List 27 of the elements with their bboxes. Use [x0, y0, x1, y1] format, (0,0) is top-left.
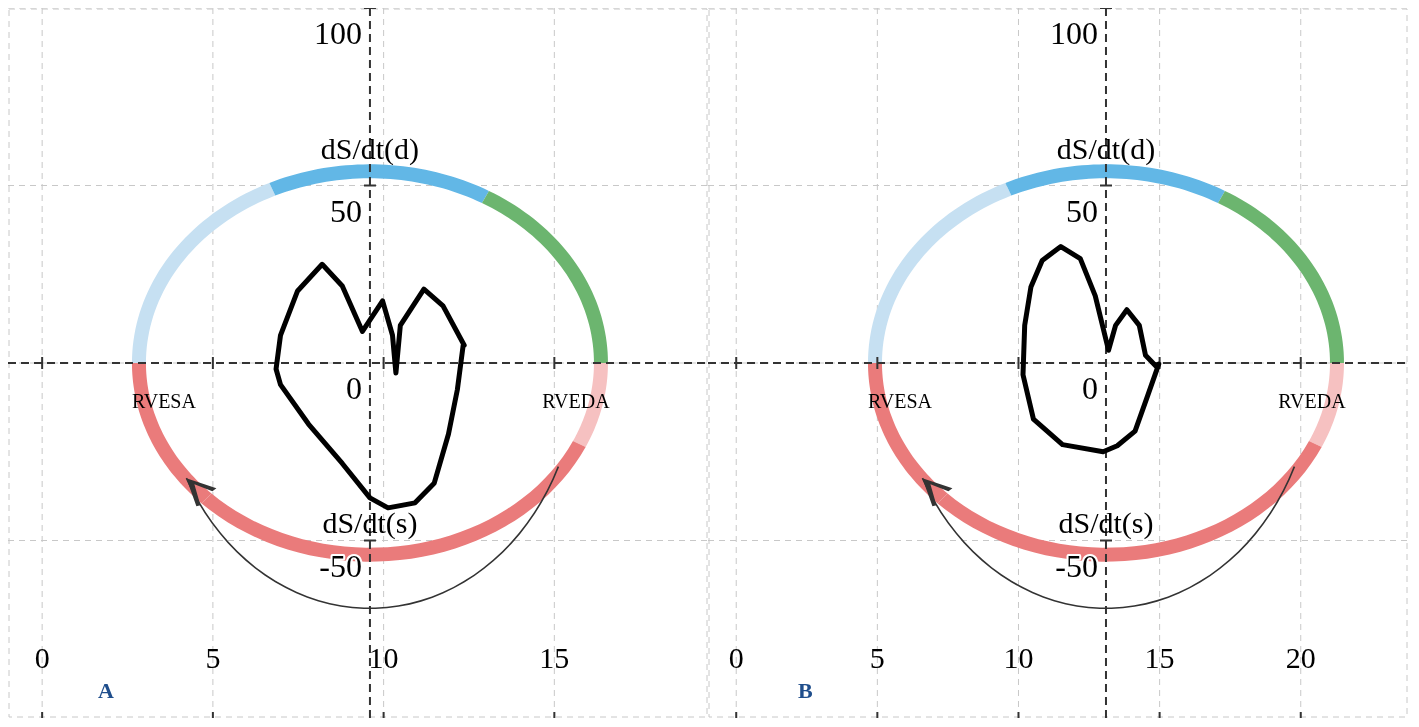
- annotation: RVESA: [868, 390, 933, 412]
- x-tick-label: 5: [869, 641, 885, 674]
- text: A: [98, 678, 114, 703]
- x-tick-label: 15: [1144, 641, 1175, 674]
- y-tick-label: 50: [1065, 192, 1098, 229]
- x-tick-label: 20: [1285, 641, 1316, 674]
- annotation: dS/dt(s): [322, 505, 418, 540]
- x-tick-label: 15: [539, 641, 570, 674]
- x-tick-label: 10: [1003, 641, 1034, 674]
- x-tick-label: 0: [34, 641, 50, 674]
- y-tick-label: -50: [1055, 547, 1098, 584]
- y-tick-label: 0: [345, 370, 362, 406]
- annotation: RVEDA: [542, 390, 611, 412]
- x-tick-label: 10: [368, 641, 399, 674]
- annotation: dS/dt(d): [320, 132, 420, 167]
- y-tick-label: 100: [1049, 15, 1098, 51]
- y-tick-label: 0: [1081, 370, 1098, 406]
- annotation: RVEDA: [1278, 390, 1347, 412]
- y-tick-label: -50: [319, 547, 362, 584]
- annotation: dS/dt(s): [1058, 505, 1154, 540]
- annotation: dS/dt(d): [1056, 132, 1156, 167]
- x-tick-label: 0: [728, 641, 744, 674]
- y-tick-label: 100: [313, 15, 362, 51]
- text: B: [798, 678, 813, 703]
- y-tick-label: 50: [329, 192, 362, 229]
- annotation: RVESA: [131, 390, 197, 412]
- x-tick-label: 5: [205, 641, 221, 674]
